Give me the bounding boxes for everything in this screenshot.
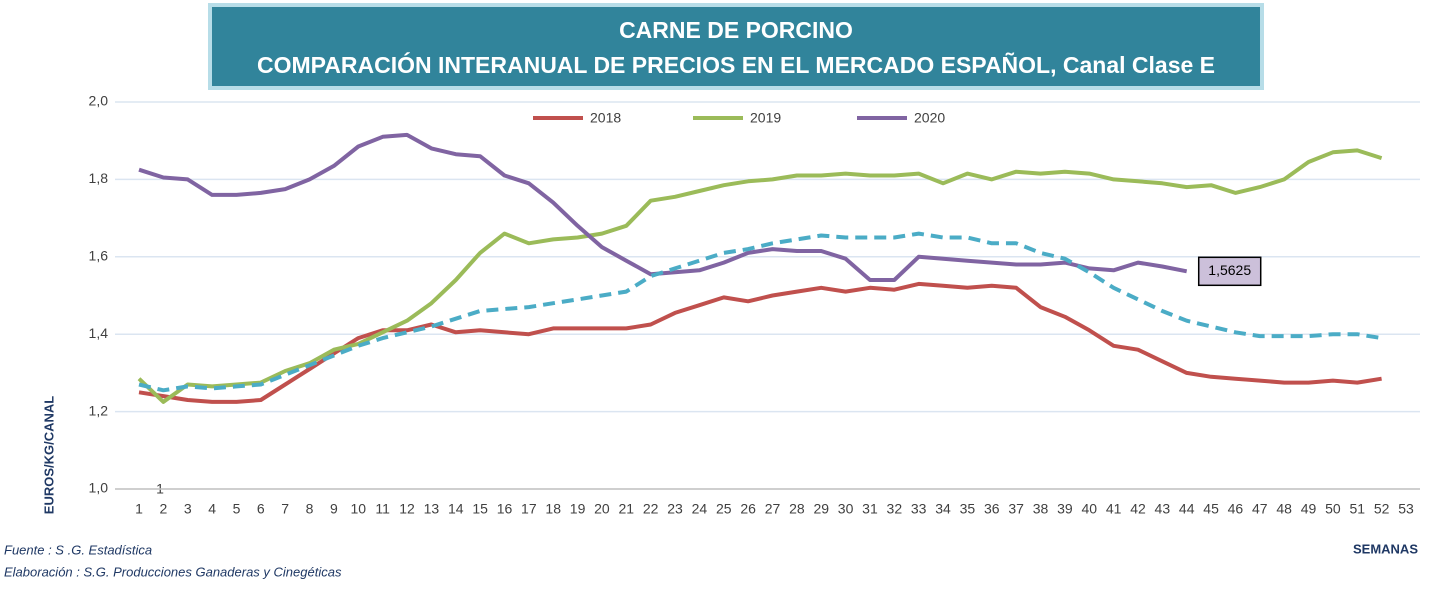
x-tick-label: 24 (692, 501, 708, 517)
x-tick-label: 41 (1106, 501, 1122, 517)
y-tick-label: 1,2 (89, 402, 109, 418)
x-tick-label: 51 (1349, 501, 1365, 517)
x-tick-label: 21 (619, 501, 635, 517)
x-tick-label: 53 (1398, 501, 1414, 517)
x-tick-label: 5 (233, 501, 241, 517)
y-tick-label: 2,0 (89, 93, 109, 109)
x-tick-label: 16 (497, 501, 513, 517)
x-tick-label: 8 (306, 501, 314, 517)
data-label-box (1197, 256, 1262, 287)
chart-title: CARNE DE PORCINO (619, 17, 853, 43)
x-tick-label: 38 (1033, 501, 1049, 517)
source-note: Elaboración : S.G. Producciones Ganadera… (4, 564, 342, 579)
series-line (137, 148, 1383, 404)
title-box (208, 3, 1264, 90)
data-label: 1,5625 (1208, 262, 1251, 278)
x-tick-label: 12 (399, 501, 415, 517)
source-note: Fuente : S .G. Estadística (4, 542, 152, 557)
x-tick-label: 49 (1301, 501, 1317, 517)
x-tick-label: 25 (716, 501, 732, 517)
x-tick-label: 11 (375, 501, 390, 517)
y-tick-label: 1,0 (89, 480, 109, 496)
x-tick-label: 29 (813, 501, 829, 517)
y-axis-label: EUROS/KG/CANAL (41, 396, 56, 515)
x-tick-label: 40 (1081, 501, 1097, 517)
legend-label: 2019 (750, 110, 781, 126)
x-tick-label: 3 (184, 501, 192, 517)
x-tick-label: 39 (1057, 501, 1073, 517)
x-tick-label: 22 (643, 501, 659, 517)
x-tick-label: 17 (521, 501, 537, 517)
series-line (138, 281, 1382, 404)
x-tick-label: 26 (740, 501, 756, 517)
x-tick-label: 9 (330, 501, 338, 517)
x-tick-label: 23 (667, 501, 683, 517)
series-line (138, 231, 1382, 393)
x-tick-label: 35 (960, 501, 976, 517)
x-axis-label: SEMANAS (1353, 541, 1418, 556)
y-tick-label: 1,8 (89, 170, 109, 186)
x-tick-label: 31 (862, 501, 878, 517)
x-tick-label: 45 (1203, 501, 1219, 517)
x-tick-label: 4 (208, 501, 216, 517)
legend-label: 2020 (914, 110, 945, 126)
x-tick-label: 15 (472, 501, 488, 517)
x-tick-label: 47 (1252, 501, 1268, 517)
x-tick-label: 10 (350, 501, 366, 517)
x-tick-label: 34 (935, 501, 951, 517)
x-tick-label: 13 (424, 501, 440, 517)
y-tick-label: 1,4 (89, 325, 109, 341)
x-tick-label: 20 (594, 501, 610, 517)
x-tick-label: 30 (838, 501, 854, 517)
x-tick-label: 14 (448, 501, 464, 517)
x-tick-label: 33 (911, 501, 927, 517)
x-tick-label: 42 (1130, 501, 1146, 517)
x-tick-label: 19 (570, 501, 586, 517)
x-tick-label: 27 (765, 501, 781, 517)
x-tick-label: 50 (1325, 501, 1341, 517)
x-tick-label: 46 (1228, 501, 1244, 517)
x-tick-label: 7 (281, 501, 289, 517)
x-tick-label: 37 (1008, 501, 1024, 517)
y-tick-label: 1,6 (89, 248, 109, 264)
x-tick-label: 36 (984, 501, 1000, 517)
x-tick-label: 48 (1276, 501, 1292, 517)
x-tick-label: 18 (545, 501, 561, 517)
x-tick-label: 43 (1155, 501, 1171, 517)
x-tick-label: 52 (1374, 501, 1390, 517)
x-tick-label: 6 (257, 501, 265, 517)
x-tick-label: 1 (135, 501, 143, 517)
x-tick-label: 28 (789, 501, 805, 517)
chart-subtitle: COMPARACIÓN INTERANUAL DE PRECIOS EN EL … (257, 51, 1215, 78)
x-tick-label: 2 (159, 501, 167, 517)
x-tick-label: 32 (887, 501, 903, 517)
series-line (138, 132, 1188, 282)
x-tick-label: 44 (1179, 501, 1195, 517)
legend-label: 2018 (590, 110, 621, 126)
